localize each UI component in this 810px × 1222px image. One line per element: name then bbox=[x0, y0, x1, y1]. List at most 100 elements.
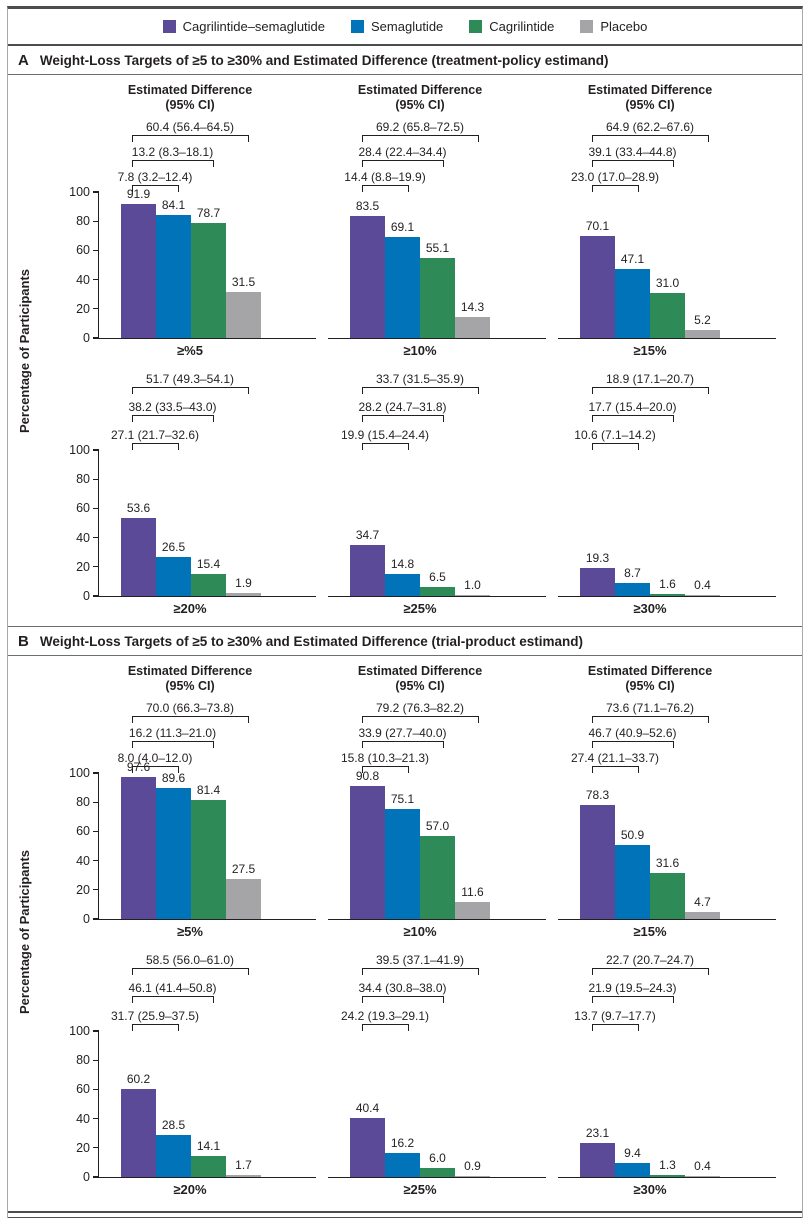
ci-bracket bbox=[361, 766, 409, 773]
bar-value-label: 4.7 bbox=[694, 895, 711, 910]
ci-bracket bbox=[131, 766, 179, 773]
diff-header-line1: Estimated Difference bbox=[127, 83, 253, 97]
bar-value-label: 84.1 bbox=[161, 198, 186, 213]
bar-semaglutide bbox=[156, 788, 191, 919]
ci-bracket-label: 17.7 (15.4–20.0) bbox=[588, 400, 677, 414]
bar-cagrilintide bbox=[191, 223, 226, 338]
ci-bracket-label: 28.2 (24.7–31.8) bbox=[358, 400, 447, 414]
ci-bracket-row: 70.0 (66.3–73.8) bbox=[98, 698, 328, 723]
y-tick-mark bbox=[93, 830, 99, 833]
bar-value-label: 8.7 bbox=[624, 566, 641, 581]
panel-content: Percentage of Participants Estimated Diff… bbox=[8, 656, 802, 1207]
bar-cagrilintide bbox=[650, 593, 685, 596]
bar-value-label: 78.3 bbox=[585, 787, 610, 802]
y-tick-label: 80 bbox=[76, 1053, 90, 1068]
y-tick-mark bbox=[93, 1117, 99, 1120]
ci-bracket-row: 18.9 (17.1–20.7) bbox=[558, 366, 788, 394]
bar-semaglutide bbox=[615, 269, 650, 338]
plot-area: 23.1 9.4 1.3 0.4 bbox=[558, 1031, 776, 1178]
bar-value-label: 5.2 bbox=[694, 313, 711, 328]
y-tick-label: 0 bbox=[83, 331, 90, 345]
ci-bracket-label: 24.2 (19.3–29.1) bbox=[340, 1009, 430, 1023]
plot-area: 34.7 14.8 6.5 1.0 bbox=[328, 450, 546, 597]
ci-bracket bbox=[361, 185, 409, 192]
x-category-label: ≥%5 bbox=[177, 343, 203, 358]
bar-semaglutide bbox=[156, 1135, 191, 1177]
bar-value-label: 23.1 bbox=[585, 1126, 610, 1141]
ci-bracket-label: 70.0 (66.3–73.8) bbox=[145, 701, 235, 715]
panel-a-title-bar: A Weight-Loss Targets of ≥5 to ≥30% and E… bbox=[8, 46, 802, 75]
panel-b-title-bar: B Weight-Loss Targets of ≥5 to ≥30% and E… bbox=[8, 626, 802, 656]
legend-label: Placebo bbox=[600, 19, 648, 34]
bar-value-label: 1.9 bbox=[235, 576, 252, 591]
diff-header-line2: (95% CI) bbox=[395, 98, 445, 113]
y-tick-label: 100 bbox=[69, 185, 90, 199]
bar-value-label: 26.5 bbox=[161, 540, 186, 555]
panel-content: Percentage of Participants Estimated Diff… bbox=[8, 75, 802, 626]
ci-bracket bbox=[131, 415, 214, 422]
ci-bracket bbox=[591, 135, 709, 142]
ci-bracket-label: 73.6 (71.1–76.2) bbox=[605, 701, 695, 715]
chart-group: Estimated Difference (95% CI) 60.4 (56.4–6… bbox=[69, 83, 328, 358]
bar-value-label: 9.4 bbox=[624, 1146, 641, 1161]
bar-value-label: 14.8 bbox=[390, 557, 415, 572]
bar-semaglutide bbox=[385, 237, 420, 338]
bar-value-label: 55.1 bbox=[425, 240, 450, 255]
diff-header-line2: (95% CI) bbox=[625, 679, 675, 694]
chart-group: Estimated Difference (95% CI) 73.6 (71.1–7… bbox=[558, 664, 788, 939]
y-tick-mark bbox=[93, 191, 99, 193]
bar-value-label: 31.6 bbox=[655, 855, 680, 870]
y-axis-title: Percentage of Participants bbox=[17, 268, 32, 433]
y-tick-mark bbox=[93, 449, 99, 451]
y-tick-mark bbox=[93, 801, 99, 803]
bar-placebo bbox=[685, 330, 720, 338]
y-tick-mark bbox=[93, 220, 99, 222]
ci-bracket-row: 64.9 (62.2–67.6) bbox=[558, 117, 788, 142]
bar-value-label: 1.6 bbox=[659, 576, 676, 591]
ci-bracket bbox=[591, 996, 674, 1003]
y-tick-mark bbox=[93, 1059, 99, 1061]
ci-bracket-row: 23.0 (17.0–28.9) bbox=[558, 167, 788, 192]
ci-bracket-row: 24.2 (19.3–29.1) bbox=[328, 1003, 558, 1031]
bar-semaglutide bbox=[615, 1163, 650, 1177]
y-tick-label: 40 bbox=[76, 1111, 90, 1126]
bar-value-label: 1.3 bbox=[659, 1158, 676, 1173]
ci-bracket-label: 39.1 (33.4–44.8) bbox=[588, 145, 677, 159]
ci-bracket-row: 31.7 (25.9–37.5) bbox=[98, 1003, 328, 1031]
ci-bracket-label: 46.7 (40.9–52.6) bbox=[588, 726, 677, 740]
ci-bracket bbox=[361, 968, 479, 975]
x-category-label: ≥20% bbox=[173, 1182, 207, 1197]
x-category-label: ≥25% bbox=[403, 1182, 437, 1197]
ci-bracket-row: 22.7 (20.7–24.7) bbox=[558, 947, 788, 975]
y-tick-label: 60 bbox=[76, 501, 90, 516]
legend-item-placebo: Placebo bbox=[580, 19, 647, 34]
panel-letter: A bbox=[18, 52, 29, 69]
ci-bracket bbox=[131, 160, 214, 167]
chart-row: 51.7 (49.3–54.1) 38.2 (33.5–43.0) 27.1 (21… bbox=[44, 366, 802, 616]
ci-bracket-label: 31.7 (25.9–37.5) bbox=[110, 1009, 200, 1023]
chart-group: 58.5 (56.0–61.0) 46.1 (41.4–50.8) 31.7 (25… bbox=[69, 947, 328, 1197]
y-tick-label: 20 bbox=[76, 301, 90, 316]
placebo-swatch-icon bbox=[580, 20, 594, 33]
diff-header-line1: Estimated Difference bbox=[587, 83, 713, 97]
chart-group: 33.7 (31.5–35.9) 28.2 (24.7–31.8) 19.9 (15… bbox=[328, 366, 558, 616]
bar-placebo bbox=[226, 593, 261, 596]
plot-area: 78.3 50.9 31.6 4.7 bbox=[558, 773, 776, 920]
bar-value-label: 16.2 bbox=[390, 1136, 415, 1151]
ci-bracket-label: 34.4 (30.8–38.0) bbox=[358, 981, 447, 995]
y-tick-label: 0 bbox=[83, 589, 90, 603]
x-category-label: ≥25% bbox=[403, 601, 437, 616]
bar-value-label: 0.4 bbox=[694, 578, 711, 593]
ci-bracket bbox=[591, 415, 674, 422]
plot-area: 100 80 60 40 20 0 53.6 26.5 15.4 1.9 bbox=[69, 443, 316, 603]
diff-header-line2: (95% CI) bbox=[395, 679, 445, 694]
ci-bracket bbox=[591, 387, 709, 394]
chart-row: Estimated Difference (95% CI) 60.4 (56.4–6… bbox=[44, 83, 802, 358]
ci-bracket-label: 27.1 (21.7–32.6) bbox=[110, 428, 200, 442]
ci-bracket-label: 60.4 (56.4–64.5) bbox=[145, 120, 235, 134]
ci-brackets: 33.7 (31.5–35.9) 28.2 (24.7–31.8) 19.9 (15… bbox=[328, 366, 558, 450]
ci-brackets: 22.7 (20.7–24.7) 21.9 (19.5–24.3) 13.7 (9.… bbox=[558, 947, 788, 1031]
ci-bracket-row: 16.2 (11.3–21.0) bbox=[98, 723, 328, 748]
bar-value-label: 31.0 bbox=[655, 275, 680, 290]
